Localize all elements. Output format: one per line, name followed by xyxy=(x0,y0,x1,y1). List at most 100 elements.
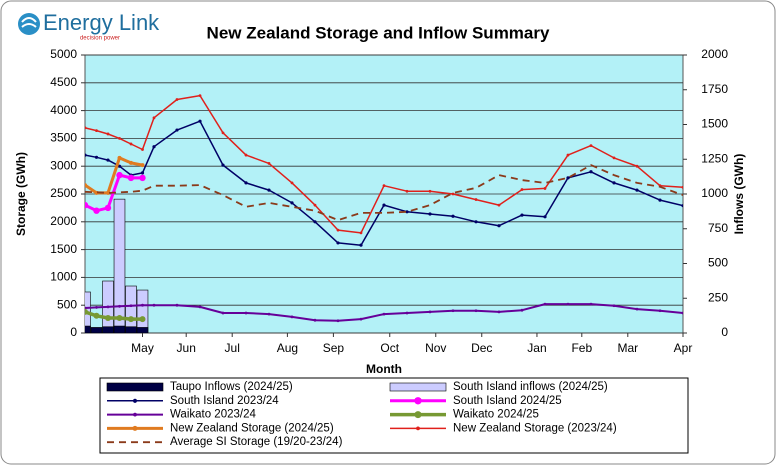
point-marker xyxy=(85,183,87,188)
x-tick-label: Jul xyxy=(225,341,240,355)
point-marker xyxy=(85,306,87,310)
bar xyxy=(125,285,137,333)
x-tick-label: Nov xyxy=(425,341,446,355)
legend-marker xyxy=(132,425,138,431)
point-marker xyxy=(520,188,524,191)
point-marker xyxy=(95,129,98,133)
y2-tick-label: 750 xyxy=(708,221,728,235)
point-marker xyxy=(140,163,145,168)
point-marker xyxy=(658,198,662,202)
point-marker xyxy=(497,224,501,228)
x-tick-label: May xyxy=(131,341,154,355)
point-marker xyxy=(497,203,501,207)
point-marker xyxy=(106,305,110,309)
point-marker xyxy=(244,311,248,315)
y-tick-label: 1000 xyxy=(50,270,77,284)
legend-label: South Island inflows (2024/25) xyxy=(453,381,608,393)
point-marker xyxy=(141,303,144,307)
point-marker xyxy=(543,187,547,190)
point-marker xyxy=(221,131,225,135)
point-marker xyxy=(175,98,179,101)
series-line xyxy=(85,120,683,246)
point-marker xyxy=(313,318,317,322)
point-marker xyxy=(681,185,683,189)
point-marker xyxy=(127,174,135,182)
logo-tagline: decision power xyxy=(80,36,120,42)
bar xyxy=(102,326,114,333)
point-marker xyxy=(612,156,616,160)
legend-label: South Island 2024/25 xyxy=(453,395,562,407)
x-tick-label: Feb xyxy=(571,341,592,355)
point-marker xyxy=(290,201,294,205)
x-tick-label: Mar xyxy=(617,341,638,355)
point-marker xyxy=(139,316,146,323)
point-marker xyxy=(106,132,110,136)
point-marker xyxy=(117,155,122,160)
logo-name: Energy Link xyxy=(43,10,160,35)
y-tick-label: 1500 xyxy=(50,242,77,256)
y-axis-title: Storage (GWh) xyxy=(14,152,28,236)
point-marker xyxy=(359,231,363,235)
y-tick-label: 5000 xyxy=(50,47,77,61)
point-marker xyxy=(290,315,294,319)
legend-marker xyxy=(133,412,137,417)
point-marker xyxy=(612,181,616,185)
legend-label: South Island 2023/24 xyxy=(170,395,279,407)
point-marker xyxy=(244,181,248,185)
point-marker xyxy=(244,153,248,157)
point-marker xyxy=(451,192,455,196)
x-tick-label: Apr xyxy=(674,341,693,355)
legend-swatch xyxy=(106,382,164,392)
point-marker xyxy=(382,312,386,316)
legend-label: Average SI Storage (19/20-23/24) xyxy=(170,436,343,448)
point-marker xyxy=(95,306,98,309)
point-marker xyxy=(520,213,524,217)
point-marker xyxy=(382,203,386,207)
point-marker xyxy=(175,128,179,132)
series-line xyxy=(85,303,683,322)
point-marker xyxy=(106,190,110,195)
y-tick-label: 4500 xyxy=(50,75,77,89)
point-marker xyxy=(474,220,478,224)
point-marker xyxy=(94,155,99,159)
y-tick-label: 2500 xyxy=(50,186,77,200)
chart-title: New Zealand Storage and Inflow Summary xyxy=(207,23,550,42)
y-tick-label: 4000 xyxy=(50,103,77,117)
point-marker xyxy=(140,171,145,175)
y2-tick-label: 1500 xyxy=(701,117,728,131)
point-marker xyxy=(85,201,89,209)
y2-tick-label: 1000 xyxy=(701,186,728,200)
point-marker xyxy=(428,310,432,314)
point-marker xyxy=(106,158,110,162)
point-marker xyxy=(405,311,409,315)
point-marker xyxy=(198,119,202,123)
bar xyxy=(136,289,149,333)
legend-swatch xyxy=(389,382,447,392)
y2-tick-label: 1750 xyxy=(701,82,728,96)
point-marker xyxy=(589,170,593,174)
legend-marker xyxy=(132,398,138,403)
point-marker xyxy=(221,311,225,315)
point-marker xyxy=(681,311,683,315)
point-marker xyxy=(141,148,144,151)
point-marker xyxy=(93,207,100,214)
legend-label: Taupo Inflows (2024/25) xyxy=(170,381,293,393)
point-marker xyxy=(175,303,179,307)
point-marker xyxy=(105,314,111,321)
point-marker xyxy=(497,310,501,314)
point-marker xyxy=(589,302,593,306)
point-marker xyxy=(336,241,340,245)
point-marker xyxy=(543,215,547,219)
x-axis-title: Month xyxy=(366,362,402,376)
point-marker xyxy=(129,142,133,146)
point-marker xyxy=(267,312,271,316)
point-marker xyxy=(681,204,683,208)
point-marker xyxy=(612,304,616,308)
point-marker xyxy=(104,204,112,212)
x-tick-label: Oct xyxy=(380,341,399,355)
y2-tick-label: 2000 xyxy=(701,47,728,61)
y-tick-label: 3500 xyxy=(50,131,77,145)
x-tick-label: Aug xyxy=(277,341,298,355)
point-marker xyxy=(359,243,363,247)
legend-marker xyxy=(416,426,420,431)
